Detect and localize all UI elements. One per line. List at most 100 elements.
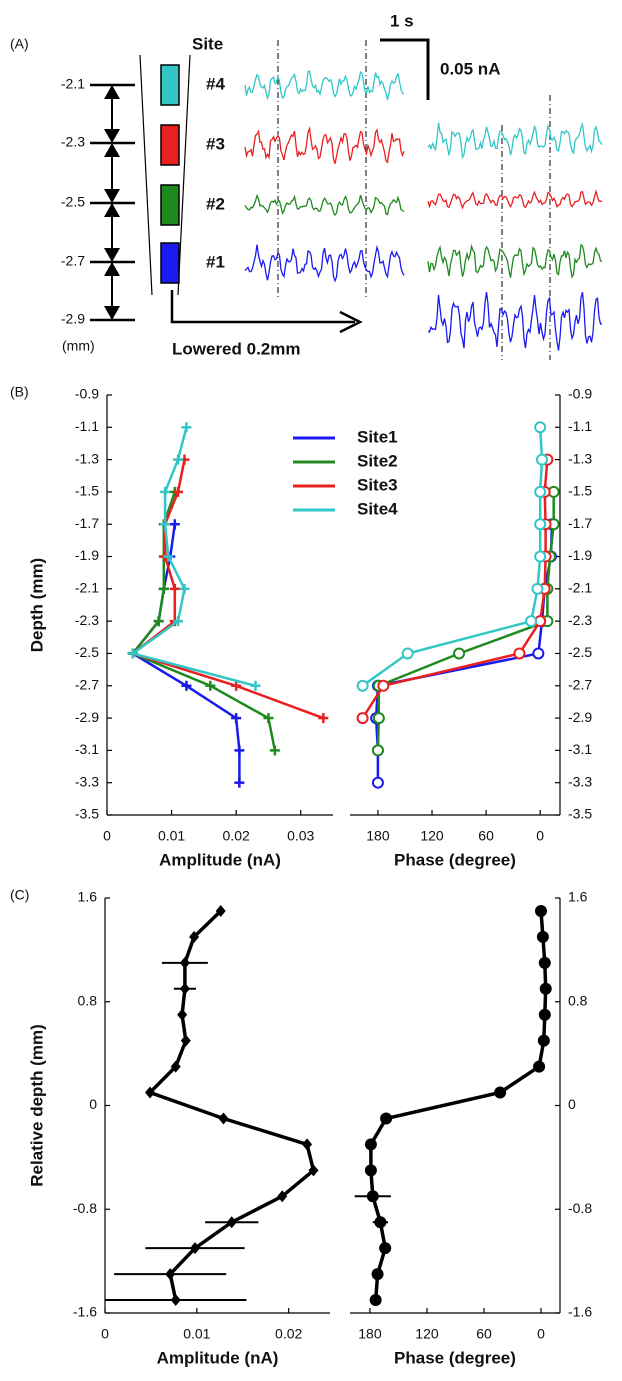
y-tick-label: -1.3: [75, 450, 99, 466]
x-tick-label: 0: [101, 1326, 109, 1342]
trace: [244, 244, 405, 283]
amp-scale-label: 0.05 nA: [440, 59, 500, 78]
x-tick-label: 0.01: [183, 1326, 210, 1342]
marker: [234, 745, 245, 756]
site-label: #1: [206, 252, 225, 271]
y-tick-label: 0.8: [78, 992, 98, 1008]
marker: [525, 615, 538, 628]
marker: [169, 583, 180, 594]
y-tick-label: -0.8: [73, 1200, 97, 1216]
y-tick-label: -3.5: [75, 806, 99, 822]
marker: [533, 1060, 546, 1073]
marker: [179, 956, 190, 969]
arrow-head: [104, 262, 120, 276]
depth-label: -2.1: [61, 76, 85, 92]
depth-label: -2.5: [61, 194, 85, 210]
y-tick-label: -1.9: [568, 547, 592, 563]
marker: [173, 454, 184, 465]
marker: [302, 1138, 313, 1151]
recording-site: [160, 242, 180, 284]
arrow-head: [104, 189, 120, 203]
marker: [169, 519, 180, 530]
y-tick-label: -2.5: [568, 644, 592, 660]
y-axis-label: Relative depth (mm): [27, 1024, 46, 1186]
y-tick-label: -2.9: [75, 709, 99, 725]
y-tick-label: -2.1: [75, 580, 99, 596]
marker: [531, 582, 544, 595]
recording-site: [160, 64, 180, 106]
legend-label: Site4: [357, 499, 398, 518]
x-tick-label: 0.02: [275, 1326, 302, 1342]
x-tick-label: 120: [415, 1326, 439, 1342]
marker: [536, 930, 549, 943]
y-tick-label: -3.5: [568, 806, 592, 822]
y-tick-label: -2.3: [568, 612, 592, 628]
x-tick-label: 60: [478, 828, 494, 844]
y-tick-label: -1.6: [568, 1304, 592, 1320]
y-tick-label: -2.9: [568, 709, 592, 725]
depth-label: -2.3: [61, 134, 85, 150]
marker: [189, 930, 200, 943]
marker: [364, 1138, 377, 1151]
x-tick-label: 0: [536, 828, 544, 844]
site-label: #3: [206, 134, 225, 153]
y-tick-label: -3.3: [75, 773, 99, 789]
marker: [179, 583, 190, 594]
y-tick-label: -1.5: [75, 483, 99, 499]
marker: [308, 1164, 319, 1177]
y-tick-label: -1.1: [75, 418, 99, 434]
arrow-head: [104, 248, 120, 262]
y-tick-label: -0.9: [75, 386, 99, 402]
marker: [379, 1242, 392, 1255]
y-tick-label: 1.6: [568, 889, 588, 905]
trace: [427, 121, 603, 160]
series-line: [129, 426, 256, 688]
x-tick-label: 60: [476, 1326, 492, 1342]
arrow-head: [104, 85, 120, 99]
marker: [190, 1242, 200, 1255]
marker: [369, 1294, 382, 1307]
trace: [427, 243, 603, 279]
trace: [427, 292, 603, 351]
arrow-head: [104, 143, 120, 157]
y-tick-label: 0: [568, 1096, 576, 1112]
y-axis-label: Depth (mm): [27, 558, 46, 652]
trace: [244, 70, 405, 101]
site-label: #2: [206, 194, 225, 213]
marker: [234, 777, 245, 788]
marker: [231, 680, 242, 691]
depth-label: -2.9: [61, 311, 85, 327]
marker: [494, 1086, 507, 1099]
scale-bar: [380, 38, 430, 100]
trace: [244, 126, 405, 164]
depth-label: -2.7: [61, 253, 85, 269]
marker: [163, 551, 174, 562]
marker: [453, 647, 466, 660]
marker: [374, 1216, 387, 1229]
marker: [173, 616, 184, 627]
marker: [263, 713, 274, 724]
time-scale-label: 1 s: [390, 11, 414, 30]
y-tick-label: 0.8: [568, 992, 588, 1008]
y-tick-label: -1.5: [568, 483, 592, 499]
series-line: [369, 910, 548, 1301]
x-tick-label: 180: [358, 1326, 382, 1342]
x-axis-label: Phase (degree): [394, 1348, 516, 1367]
marker: [205, 680, 216, 691]
arrow-head: [339, 310, 363, 334]
arrow-head: [104, 306, 120, 320]
probe-edge: [139, 54, 153, 296]
marker: [513, 647, 526, 660]
marker: [356, 712, 369, 725]
marker: [534, 518, 547, 531]
marker: [534, 421, 547, 434]
marker: [127, 648, 138, 659]
panel-label: (A): [10, 36, 29, 52]
marker: [535, 453, 548, 466]
x-tick-label: 0.01: [158, 828, 185, 844]
y-tick-label: -1.3: [568, 450, 592, 466]
marker: [356, 679, 369, 692]
x-axis-label: Amplitude (nA): [157, 1348, 279, 1367]
marker: [532, 647, 545, 660]
marker: [534, 904, 547, 917]
